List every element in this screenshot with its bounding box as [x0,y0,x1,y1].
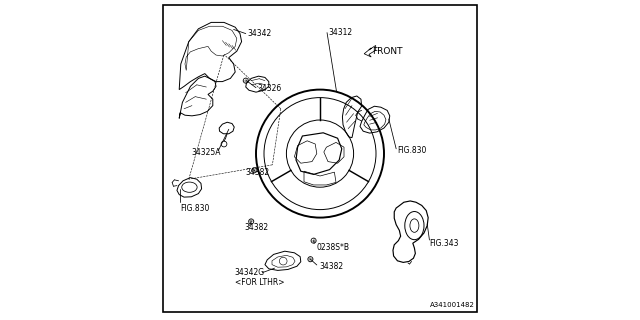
Text: 0238S*B: 0238S*B [316,243,349,252]
Text: 34326: 34326 [257,84,281,93]
Text: A341001482: A341001482 [430,302,475,308]
Text: 34312: 34312 [328,28,352,36]
Text: 34382: 34382 [244,223,268,232]
Text: FRONT: FRONT [372,47,403,56]
Text: 34325A: 34325A [191,148,221,157]
Text: FIG.830: FIG.830 [180,204,209,213]
Text: 34342: 34342 [247,29,271,38]
Text: <FOR LTHR>: <FOR LTHR> [235,278,284,287]
Text: FIG.830: FIG.830 [397,146,426,155]
Text: FIG.343: FIG.343 [429,239,458,248]
Text: 34382: 34382 [319,262,344,271]
Text: 34382: 34382 [246,168,270,177]
Text: 34342G: 34342G [235,268,265,277]
